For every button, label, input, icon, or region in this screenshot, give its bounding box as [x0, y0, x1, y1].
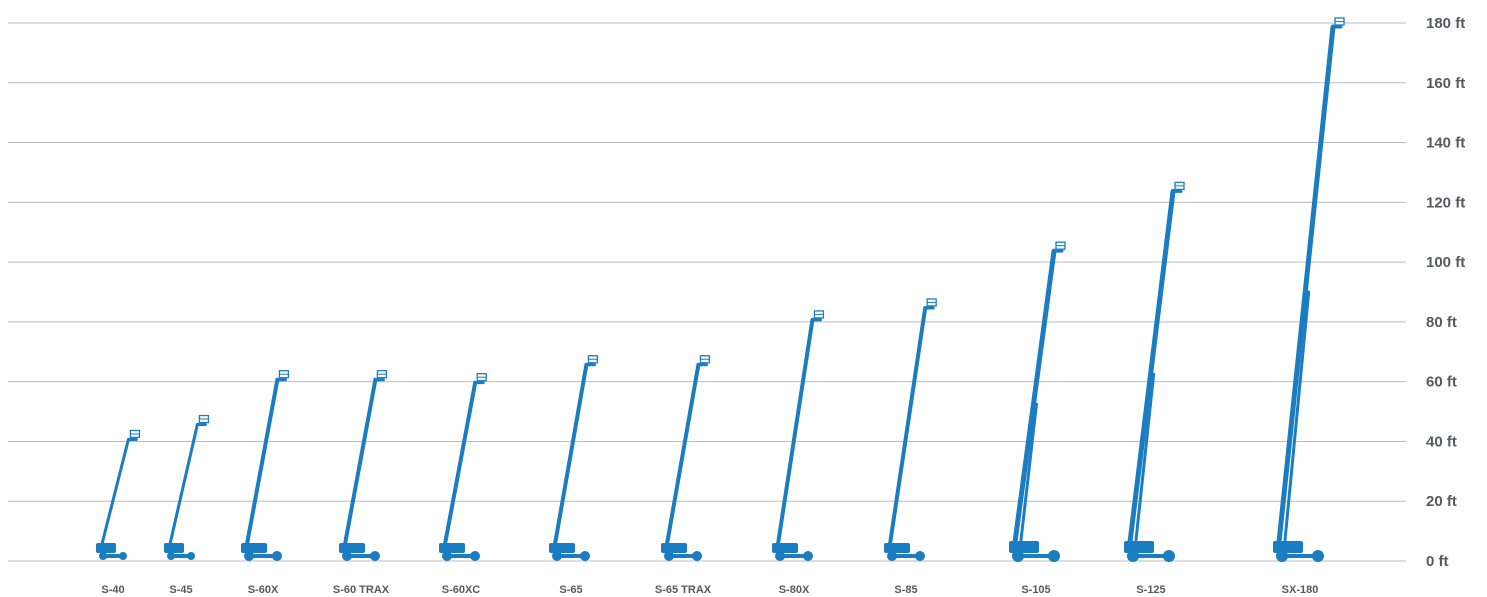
- y-tick-label: 120 ft: [1426, 194, 1465, 211]
- boom: [168, 423, 199, 546]
- y-tick-label: 40 ft: [1426, 433, 1457, 450]
- x-tick-label: SX-180: [1282, 584, 1319, 596]
- axle: [1017, 554, 1055, 558]
- x-tick-label: S-60 TRAX: [333, 584, 390, 596]
- x-tick-label: S-60XC: [442, 584, 481, 596]
- y-axis-tick-labels: 0 ft 20 ft 40 ft 60 ft 80 ft 100 ft 120 ft 140 …: [1426, 15, 1465, 570]
- lift-marks: [96, 17, 1345, 562]
- boom: [100, 437, 130, 546]
- axle: [556, 554, 586, 558]
- y-tick-label: 180 ft: [1426, 15, 1465, 32]
- axle: [446, 554, 476, 558]
- boom: [888, 305, 928, 546]
- chassis-body: [241, 543, 267, 553]
- axle: [779, 554, 809, 558]
- axle: [102, 554, 124, 558]
- axle: [170, 554, 192, 558]
- boom: [443, 380, 478, 546]
- lift-mark-s-60x: [241, 370, 290, 561]
- gridlines: [8, 22, 1406, 562]
- axle: [891, 554, 921, 558]
- boom: [245, 377, 280, 546]
- axle: [346, 554, 376, 558]
- y-tick-label: 60 ft: [1426, 374, 1457, 391]
- chassis-body: [772, 543, 798, 553]
- chassis-body: [549, 543, 575, 553]
- y-tick-label: 0 ft: [1426, 553, 1449, 570]
- x-axis-tick-labels: S-40 S-45 S-60X S-60 TRAX S-60XC S-65 S-65 TRA…: [101, 584, 1318, 596]
- chassis-body: [164, 543, 184, 553]
- lift-mark-s-60xc: [439, 373, 487, 561]
- boom: [1127, 188, 1176, 545]
- x-tick-label: S-40: [101, 584, 124, 596]
- axle: [668, 554, 698, 558]
- lift-mark-s-80x: [772, 310, 825, 561]
- lift-mark-s-65-trax: [661, 355, 711, 561]
- boom-brace: [1283, 290, 1311, 542]
- boom: [665, 362, 701, 546]
- boom-brace: [1019, 402, 1038, 542]
- boom: [1012, 248, 1057, 545]
- lift-mark-s-125: [1124, 181, 1185, 562]
- chassis-body: [439, 543, 465, 553]
- chassis-body: [96, 543, 116, 553]
- lift-mark-s-85: [884, 298, 937, 561]
- chassis-body: [884, 543, 910, 553]
- boom: [776, 317, 815, 546]
- boom: [1276, 24, 1336, 545]
- x-tick-label: S-60X: [248, 584, 279, 596]
- y-tick-label: 20 ft: [1426, 493, 1457, 510]
- boom: [553, 362, 589, 546]
- lift-mark-s-65: [549, 355, 599, 561]
- y-tick-label: 160 ft: [1426, 75, 1465, 92]
- lift-mark-s-60-trax: [339, 370, 388, 561]
- x-tick-label: S-65 TRAX: [655, 584, 712, 596]
- chassis-body: [661, 543, 687, 553]
- x-tick-label: S-45: [169, 584, 192, 596]
- lift-mark-s-105: [1009, 241, 1066, 562]
- lift-mark-s-40: [96, 429, 141, 560]
- x-tick-label: S-105: [1021, 584, 1050, 596]
- boom: [343, 377, 378, 546]
- lift-mark-s-45: [164, 414, 210, 560]
- x-tick-label: S-125: [1136, 584, 1165, 596]
- y-tick-label: 140 ft: [1426, 135, 1465, 152]
- axle: [1281, 554, 1319, 558]
- x-tick-label: S-80X: [779, 584, 810, 596]
- boom-brace: [1134, 372, 1156, 542]
- chassis-body: [339, 543, 365, 553]
- y-tick-label: 100 ft: [1426, 254, 1465, 271]
- x-tick-label: S-85: [894, 584, 917, 596]
- axle: [1132, 554, 1170, 558]
- lift-mark-sx-180: [1273, 17, 1345, 562]
- x-tick-label: S-65: [559, 584, 582, 596]
- y-tick-label: 80 ft: [1426, 314, 1457, 331]
- axle: [248, 554, 278, 558]
